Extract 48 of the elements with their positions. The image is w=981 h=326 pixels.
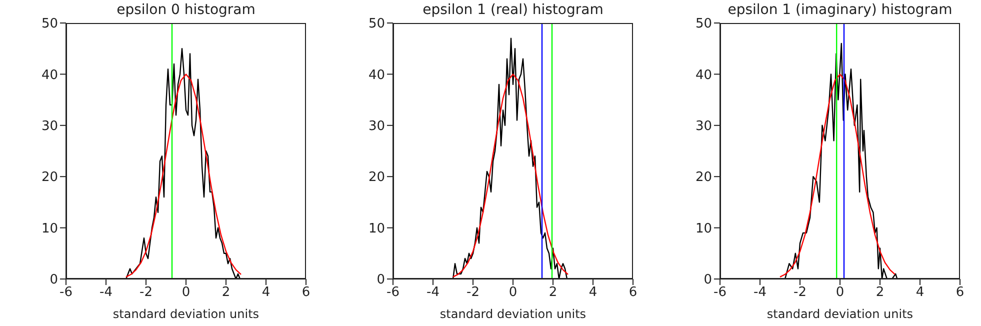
x-tick-label: 4: [588, 285, 598, 300]
y-tick-label: 50: [368, 16, 385, 32]
x-tick-label: -4: [754, 285, 766, 300]
chart-title: epsilon 0 histogram: [116, 2, 256, 18]
x-tick-label: 0: [836, 285, 844, 300]
line-series: [452, 74, 569, 278]
x-tick-label: 6: [628, 285, 638, 300]
y-tick-label: 10: [41, 221, 58, 236]
x-tick-label: 0: [182, 285, 190, 300]
y-tick-label: 0: [704, 272, 712, 288]
x-tick-label: -6: [60, 285, 72, 300]
y-tick-label: 30: [41, 119, 58, 134]
x-tick-label: 4: [916, 285, 924, 300]
x-axis-title: standard deviation units: [112, 307, 260, 321]
x-tick-label: 4: [262, 285, 270, 300]
y-tick-label: 20: [368, 170, 385, 186]
line-series: [452, 38, 568, 279]
y-tick-label: 0: [50, 272, 58, 288]
x-tick-label: 2: [222, 285, 230, 300]
x-axis-title: standard deviation units: [440, 307, 586, 321]
chart-title: epsilon 1 (real) histogram: [422, 2, 604, 18]
x-tick-label: 2: [876, 285, 884, 300]
y-tick-label: 50: [41, 16, 58, 32]
y-tick-label: 50: [695, 16, 712, 32]
y-tick-label: 10: [368, 221, 385, 236]
x-tick-label: -4: [426, 285, 440, 300]
x-axis-title: standard deviation units: [766, 307, 914, 321]
y-tick-label: 30: [368, 119, 385, 134]
x-tick-label: 6: [302, 285, 310, 300]
x-tick-label: -4: [100, 285, 112, 300]
y-tick-label: 20: [695, 170, 712, 186]
x-tick-label: 6: [956, 285, 964, 300]
chart-title: epsilon 1 (imaginary) histogram: [726, 2, 954, 18]
y-tick-label: 40: [695, 68, 712, 83]
x-tick-label: 2: [548, 285, 558, 300]
y-tick-label: 40: [368, 68, 385, 83]
x-tick-label: -2: [794, 285, 806, 300]
y-tick-label: 20: [41, 170, 58, 186]
x-tick-label: -2: [466, 285, 480, 300]
y-tick-label: 0: [376, 272, 385, 288]
y-tick-label: 10: [695, 221, 712, 236]
x-tick-label: -6: [386, 285, 400, 300]
x-tick-label: -2: [140, 285, 152, 300]
y-tick-label: 30: [695, 119, 712, 134]
x-tick-label: 0: [508, 285, 518, 300]
y-tick-label: 40: [41, 68, 58, 83]
line-series: [779, 74, 896, 278]
x-tick-label: -6: [714, 285, 726, 300]
